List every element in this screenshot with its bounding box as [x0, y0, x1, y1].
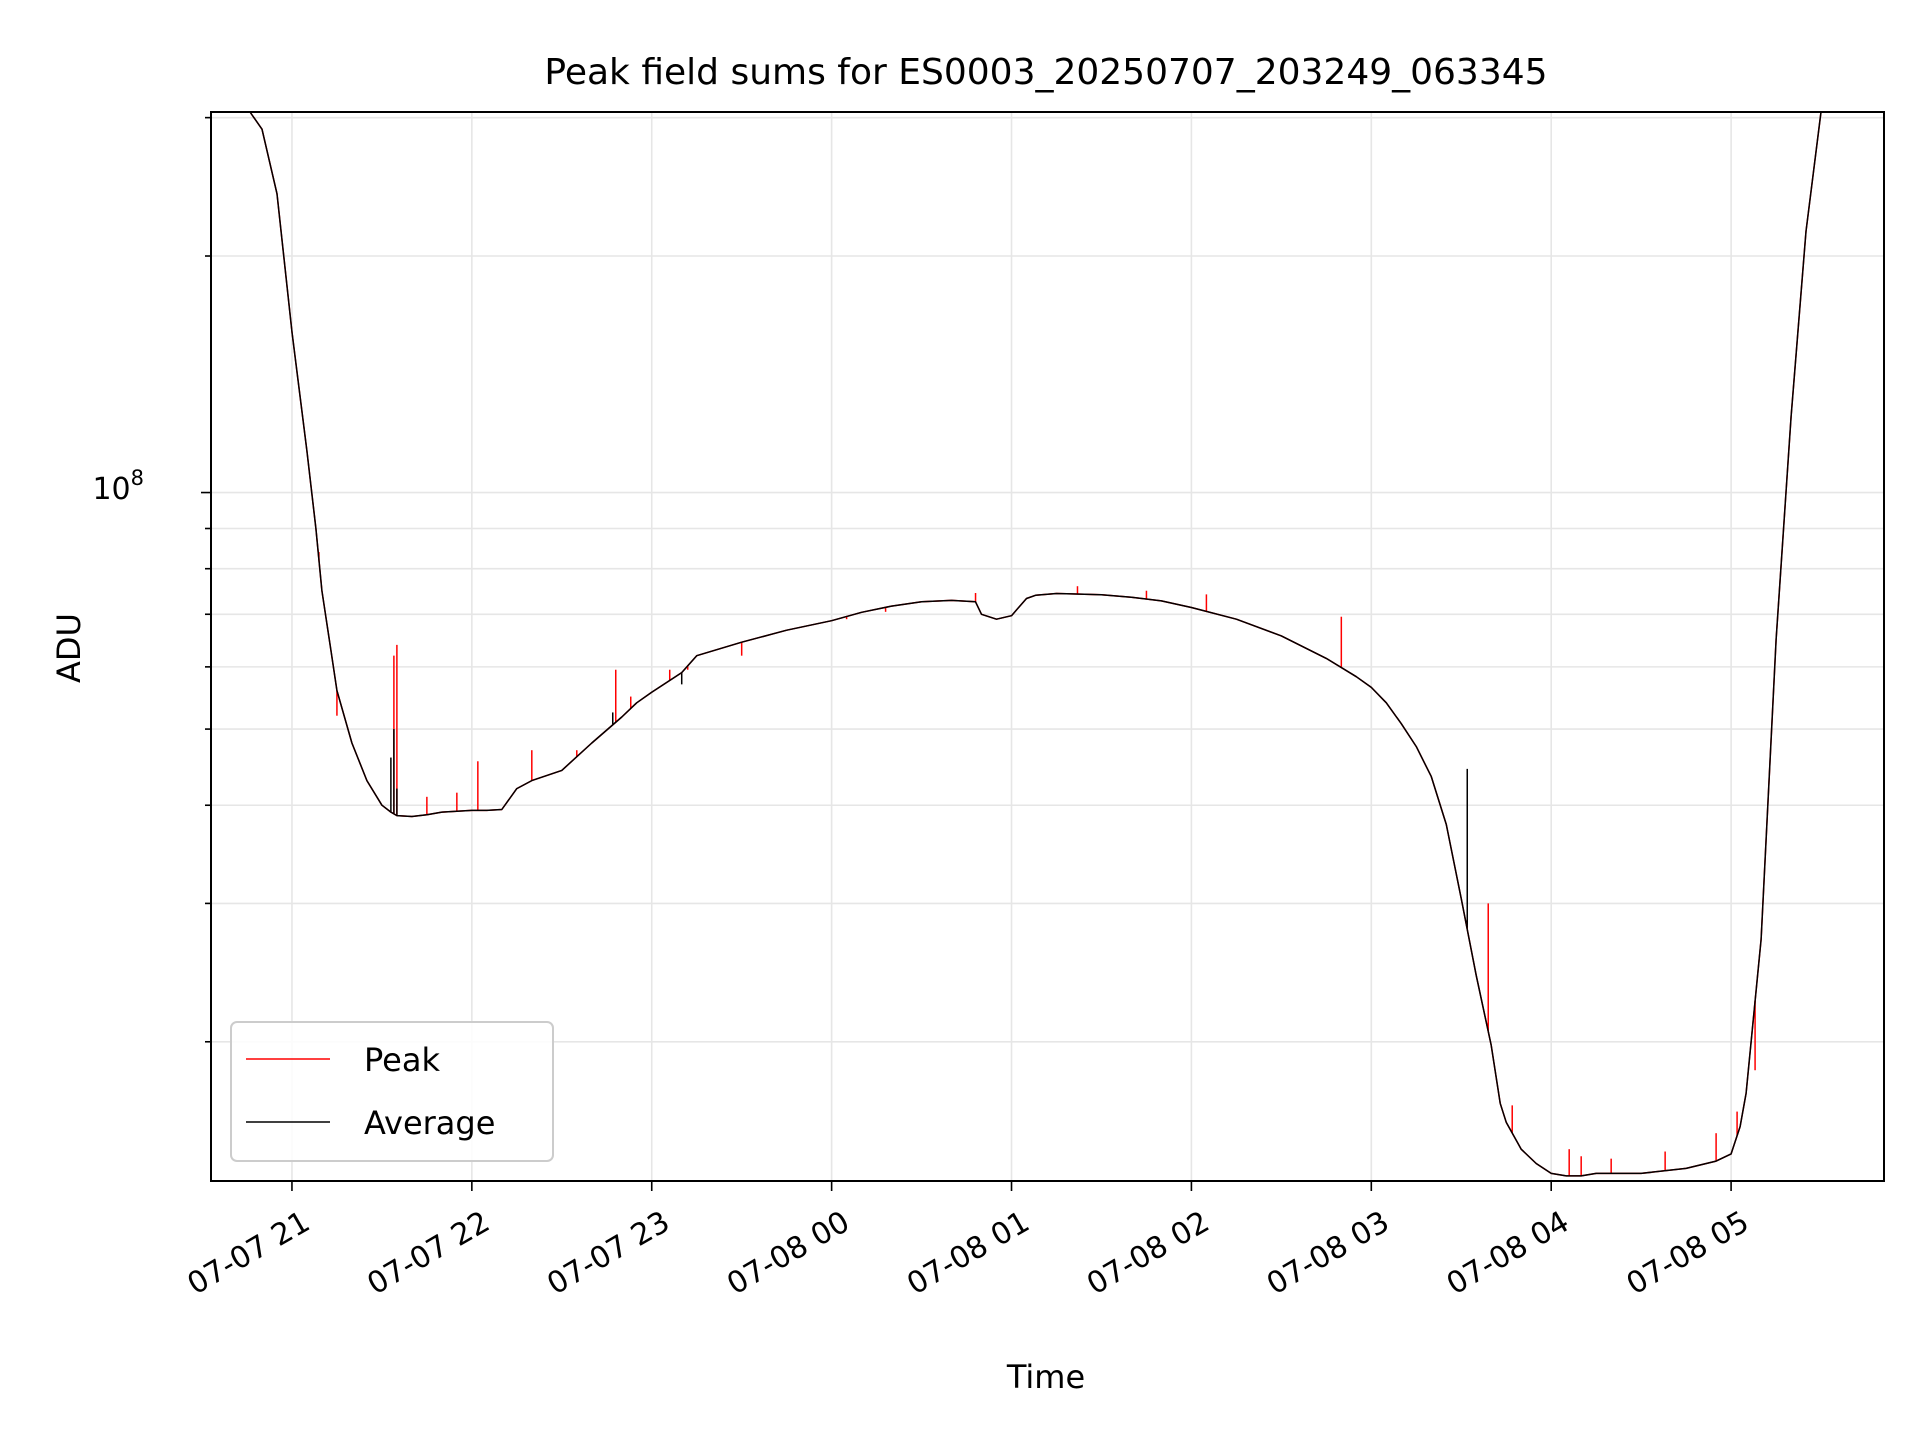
grid — [211, 112, 1884, 1181]
plot-frame — [210, 111, 1885, 1182]
spikes — [318, 552, 1756, 1176]
legend-peak-label: Peak — [364, 1041, 440, 1079]
y-tick-base: 10 — [92, 472, 130, 507]
y-axis-label: ADU — [50, 613, 88, 683]
y-axis: 108 — [92, 116, 211, 1043]
average-line — [249, 111, 1845, 1177]
chart-title: Peak field sums for ES0003_20250707_2032… — [544, 52, 1547, 93]
series-lines — [249, 111, 1845, 1177]
y-tick-exponent: 8 — [131, 466, 144, 490]
legend: Peak Average — [230, 1021, 554, 1162]
y-tick-label: 108 — [92, 466, 144, 507]
legend-box — [230, 1021, 554, 1162]
x-axis-label: Time — [1006, 1358, 1085, 1396]
legend-average-label: Average — [364, 1104, 495, 1142]
